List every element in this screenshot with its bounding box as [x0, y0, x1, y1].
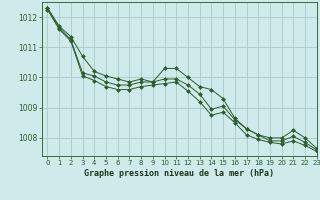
- X-axis label: Graphe pression niveau de la mer (hPa): Graphe pression niveau de la mer (hPa): [84, 169, 274, 178]
